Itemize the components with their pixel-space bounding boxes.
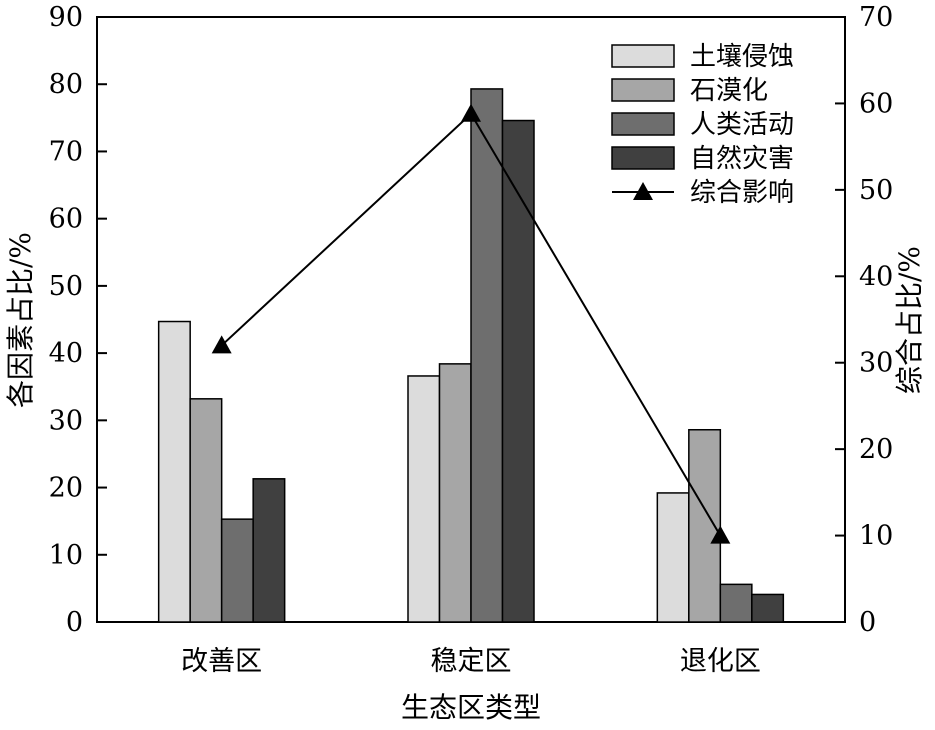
bar-2-1: [189, 398, 223, 623]
bar-1-1: [157, 320, 191, 623]
bar-1-3: [656, 492, 690, 623]
bar-3-3: [719, 583, 753, 623]
left-tick-label: 70: [49, 136, 83, 167]
legend-swatch: [611, 112, 675, 136]
line-marker-2: [461, 103, 481, 122]
bar-3-1: [220, 518, 254, 623]
legend-label: 综合影响: [690, 178, 794, 208]
bar-4-2: [501, 119, 535, 623]
left-tick-label: 30: [49, 405, 83, 436]
left-tick-label: 0: [66, 607, 83, 638]
left-tick-label: 60: [49, 204, 83, 235]
bar-1-2: [407, 375, 441, 623]
left-tick-label: 50: [49, 271, 83, 302]
right-tick-label: 10: [859, 521, 893, 552]
right-y-axis: 0 10 20 30 40 50 60 70: [835, 2, 893, 638]
right-tick-label: 0: [859, 607, 876, 638]
line-marker-1: [211, 335, 232, 354]
legend-swatch: [611, 44, 675, 68]
category-label: 稳定区: [431, 646, 512, 677]
y2-axis-label: 综合占比/%: [893, 246, 926, 394]
legend-label: 自然灾害: [690, 144, 794, 174]
legend-label: 人类活动: [690, 110, 794, 140]
left-tick-label: 10: [49, 540, 83, 571]
right-tick-label: 40: [859, 261, 893, 292]
category-label: 退化区: [680, 646, 761, 677]
right-tick-label: 50: [859, 175, 893, 206]
right-tick-label: 60: [859, 88, 893, 119]
left-y-axis: 0 10 20 30 40 50 60 70 80 90: [49, 2, 107, 638]
left-tick-label: 20: [49, 473, 83, 504]
right-tick-label: 20: [859, 434, 893, 465]
left-tick-label: 40: [49, 338, 83, 369]
right-tick-label: 70: [859, 2, 893, 33]
left-tick-label: 90: [49, 2, 83, 33]
legend-label: 石漠化: [690, 76, 768, 106]
legend-swatch: [611, 146, 675, 170]
legend-label: 土壤侵蚀: [690, 42, 794, 72]
legend-swatch: [611, 78, 675, 102]
line-series: [211, 103, 731, 544]
category-label: 改善区: [181, 646, 262, 677]
bar-3-2: [470, 88, 504, 623]
x-axis-label: 生态区类型: [401, 691, 541, 724]
right-tick-label: 30: [859, 348, 893, 379]
left-tick-label: 80: [49, 69, 83, 100]
bar-4-3: [751, 593, 785, 623]
line-marker-3: [710, 525, 731, 544]
bar-4-1: [252, 478, 286, 623]
legend-marker: [633, 182, 653, 200]
bar-marks: [157, 88, 785, 623]
y-axis-label: 各因素占比/%: [4, 232, 37, 408]
bar-2-2: [438, 363, 472, 623]
x-axis: 改善区 稳定区 退化区: [181, 646, 761, 677]
